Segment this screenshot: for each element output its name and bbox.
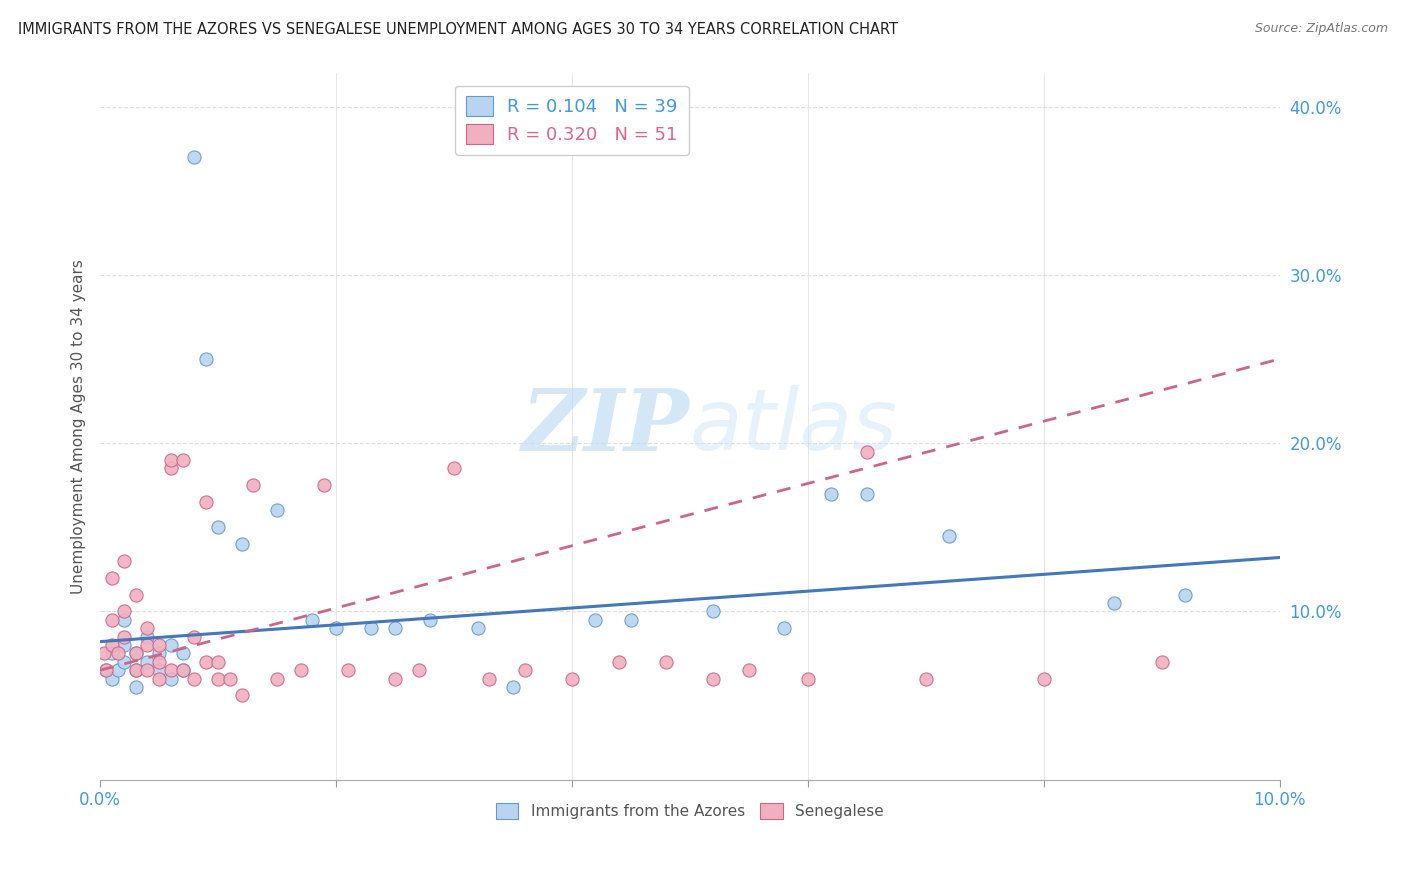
Point — [183, 630, 205, 644]
Point — [1104, 596, 1126, 610]
Point — [502, 680, 524, 694]
Point — [1150, 655, 1173, 669]
Point — [172, 453, 194, 467]
Point — [702, 604, 724, 618]
Point — [94, 663, 117, 677]
Point — [408, 663, 430, 677]
Point — [360, 621, 382, 635]
Point — [136, 621, 159, 635]
Point — [101, 638, 124, 652]
Point — [620, 613, 643, 627]
Point — [207, 655, 229, 669]
Point — [160, 638, 183, 652]
Point — [112, 655, 135, 669]
Point — [160, 453, 183, 467]
Point — [107, 647, 129, 661]
Point — [101, 672, 124, 686]
Point — [136, 663, 159, 677]
Text: atlas: atlas — [690, 384, 898, 467]
Point — [101, 613, 124, 627]
Point — [314, 478, 336, 492]
Point — [172, 663, 194, 677]
Point — [301, 613, 323, 627]
Point — [148, 655, 170, 669]
Point — [207, 520, 229, 534]
Text: Source: ZipAtlas.com: Source: ZipAtlas.com — [1254, 22, 1388, 36]
Legend: Immigrants from the Azores, Senegalese: Immigrants from the Azores, Senegalese — [489, 797, 890, 825]
Point — [124, 588, 146, 602]
Point — [207, 672, 229, 686]
Point — [513, 663, 536, 677]
Point — [148, 647, 170, 661]
Point — [101, 647, 124, 661]
Point — [585, 613, 607, 627]
Point — [172, 647, 194, 661]
Point — [124, 663, 146, 677]
Point — [112, 604, 135, 618]
Point — [290, 663, 312, 677]
Point — [325, 621, 347, 635]
Point — [160, 461, 183, 475]
Point — [855, 486, 877, 500]
Point — [148, 663, 170, 677]
Point — [336, 663, 359, 677]
Point — [266, 503, 288, 517]
Point — [231, 689, 253, 703]
Point — [183, 672, 205, 686]
Point — [242, 478, 264, 492]
Point — [384, 672, 406, 686]
Text: IMMIGRANTS FROM THE AZORES VS SENEGALESE UNEMPLOYMENT AMONG AGES 30 TO 34 YEARS : IMMIGRANTS FROM THE AZORES VS SENEGALESE… — [18, 22, 898, 37]
Point — [797, 672, 820, 686]
Point — [101, 571, 124, 585]
Point — [478, 672, 501, 686]
Point — [855, 444, 877, 458]
Point — [231, 537, 253, 551]
Point — [124, 680, 146, 694]
Point — [384, 621, 406, 635]
Point — [773, 621, 796, 635]
Point — [124, 663, 146, 677]
Point — [218, 672, 240, 686]
Point — [107, 663, 129, 677]
Text: ZIP: ZIP — [522, 384, 690, 468]
Point — [112, 638, 135, 652]
Point — [124, 647, 146, 661]
Point — [195, 655, 218, 669]
Point — [112, 630, 135, 644]
Point — [93, 647, 115, 661]
Y-axis label: Unemployment Among Ages 30 to 34 years: Unemployment Among Ages 30 to 34 years — [72, 259, 86, 594]
Point — [467, 621, 489, 635]
Point — [1032, 672, 1054, 686]
Point — [148, 672, 170, 686]
Point — [94, 663, 117, 677]
Point — [136, 630, 159, 644]
Point — [655, 655, 678, 669]
Point — [183, 150, 205, 164]
Point — [172, 663, 194, 677]
Point — [1174, 588, 1197, 602]
Point — [914, 672, 936, 686]
Point — [195, 351, 218, 366]
Point — [136, 655, 159, 669]
Point — [124, 647, 146, 661]
Point — [112, 613, 135, 627]
Point — [738, 663, 761, 677]
Point — [160, 663, 183, 677]
Point — [419, 613, 441, 627]
Point — [607, 655, 630, 669]
Point — [112, 554, 135, 568]
Point — [160, 672, 183, 686]
Point — [148, 638, 170, 652]
Point — [266, 672, 288, 686]
Point — [702, 672, 724, 686]
Point — [136, 638, 159, 652]
Point — [443, 461, 465, 475]
Point — [938, 529, 960, 543]
Point — [820, 486, 842, 500]
Point — [195, 495, 218, 509]
Point — [561, 672, 583, 686]
